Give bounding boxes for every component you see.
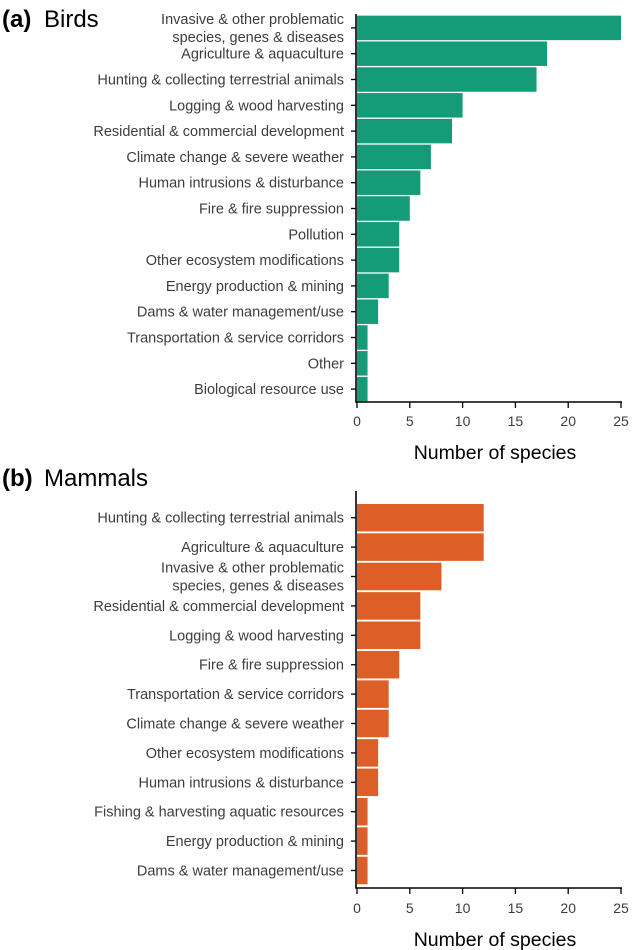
birds-bar (357, 93, 463, 118)
mammals-category-label: Dams & water management/use (137, 864, 344, 880)
mammals-category-label: Agriculture & aquaculture (181, 540, 344, 556)
mammals-bar (357, 680, 389, 708)
birds-x-ticks: 0 5 10 15 20 25 (353, 402, 629, 429)
mammals-category-label: Energy production & mining (166, 834, 344, 850)
mammals-category-label: Fishing & harvesting aquatic resources (94, 805, 344, 821)
mammals-panel-letter: (b) (2, 465, 33, 492)
birds-bar (357, 144, 431, 170)
birds-bar (357, 15, 621, 41)
mammals-bar (357, 562, 442, 591)
birds-panel-title: Birds (44, 6, 99, 33)
birds-category-label: Biological resource use (194, 382, 344, 398)
mammals-axes (351, 491, 622, 889)
birds-bar (357, 299, 379, 324)
mammals-bar (357, 621, 421, 650)
birds-category-label: Transportation & service corridors (127, 331, 344, 347)
birds-category-label: Hunting & collecting terrestrial animals (97, 73, 344, 89)
mammals-bar (357, 709, 389, 738)
birds-category-label: Energy production & mining (166, 279, 344, 295)
birds-x-tick-label: 25 (613, 413, 629, 429)
birds-category-label: Residential & commercial development (93, 124, 344, 140)
birds-bar (357, 325, 368, 350)
mammals-x-tick-label: 5 (406, 900, 414, 916)
birds-category-label: Climate change & severe weather (126, 150, 344, 166)
birds-category-label: Pollution (288, 227, 344, 243)
mammals-bar (357, 827, 368, 855)
mammals-x-tick-label: 25 (613, 900, 629, 916)
mammals-x-tick-label: 20 (560, 900, 576, 916)
birds-category-label: Other (308, 356, 344, 372)
birds-bar (357, 67, 537, 92)
mammals-category-label: Residential & commercial development (93, 599, 344, 615)
birds-x-tick-label: 0 (353, 413, 361, 429)
mammals-bar (357, 768, 379, 797)
mammals-bar (357, 856, 368, 885)
birds-x-axis-title: Number of species (414, 442, 577, 464)
birds-bar (357, 170, 421, 195)
birds-category-label: Logging & wood harvesting (169, 98, 344, 114)
birds-category-label: Dams & water management/use (137, 305, 344, 321)
birds-x-tick-label: 5 (406, 413, 414, 429)
mammals-panel-title: Mammals (44, 465, 148, 492)
mammals-category-label: Fire & fire suppression (199, 658, 344, 674)
birds-category-label: Invasive & other problematic species, gen… (161, 12, 344, 46)
mammals-category-label: Logging & wood harvesting (169, 628, 344, 644)
mammals-bar (357, 503, 484, 532)
mammals-x-axis-title: Number of species (414, 929, 577, 950)
birds-bar (357, 196, 410, 221)
birds-bar (357, 351, 368, 376)
mammals-bar (357, 739, 379, 767)
birds-bar (357, 247, 400, 273)
birds-bar (357, 222, 400, 247)
mammals-bar (357, 533, 484, 561)
mammals-category-label: Hunting & collecting terrestrial animals (97, 511, 344, 527)
birds-x-tick-label: 15 (508, 413, 524, 429)
birds-bar (357, 273, 389, 299)
birds-bar (357, 41, 548, 66)
mammals-category-label: Other ecosystem modifications (146, 746, 344, 762)
birds-bar (357, 118, 453, 144)
birds-category-label: Agriculture & aquaculture (181, 47, 344, 63)
mammals-bar (357, 592, 421, 620)
birds-bars (357, 15, 621, 402)
mammals-x-ticks: 0 5 10 15 20 25 (353, 888, 629, 916)
mammals-x-tick-label: 15 (508, 900, 524, 916)
mammals-category-label: Transportation & service corridors (127, 687, 344, 703)
mammals-category-label: Climate change & severe weather (126, 717, 344, 733)
birds-category-label: Fire & fire suppression (199, 202, 344, 218)
birds-x-tick-label: 20 (560, 413, 576, 429)
mammals-panel: (b) Mammals Hunting & collecting terrest… (2, 465, 629, 950)
mammals-category-label: Invasive & other problematic species, gen… (161, 561, 344, 595)
birds-panel-letter: (a) (2, 6, 31, 33)
birds-x-tick-label: 10 (455, 413, 471, 429)
mammals-x-tick-label: 10 (455, 900, 471, 916)
mammals-x-tick-label: 0 (353, 900, 361, 916)
mammals-bar (357, 797, 368, 826)
birds-category-labels: Invasive & other problematic species, gen… (93, 12, 344, 398)
mammals-category-label: Human intrusions & disturbance (138, 775, 344, 791)
birds-category-label: Human intrusions & disturbance (138, 176, 344, 192)
mammals-bars (357, 503, 484, 885)
birds-category-label: Other ecosystem modifications (146, 253, 344, 269)
mammals-bar (357, 650, 400, 679)
birds-bar (357, 376, 368, 402)
birds-axes (351, 14, 622, 403)
mammals-category-labels: Hunting & collecting terrestrial animals… (93, 511, 344, 880)
birds-panel: (a) Birds Invasive & other problematic sp… (2, 6, 629, 464)
